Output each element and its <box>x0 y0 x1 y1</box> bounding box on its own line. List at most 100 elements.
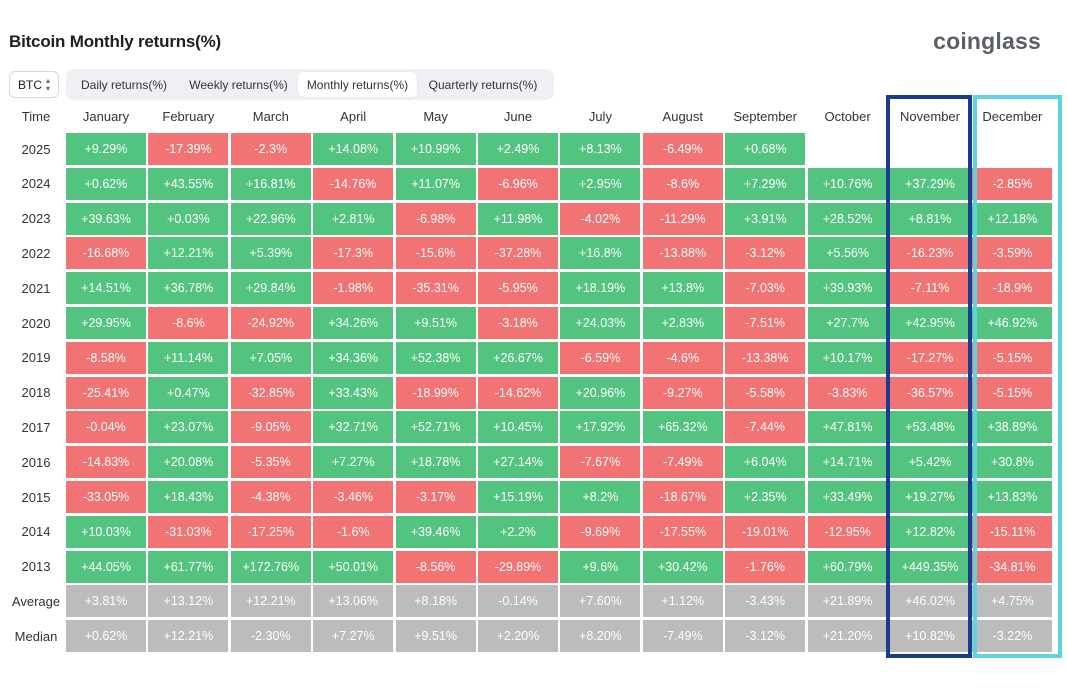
column-header-april: April <box>340 108 367 124</box>
return-cell-2024-may: +11.07% <box>395 167 476 200</box>
return-cell-2024-february: +43.55% <box>148 167 229 200</box>
return-cell-2022-august: -13.88% <box>642 237 723 270</box>
return-cell-2022-february: +12.21% <box>148 237 229 270</box>
return-cell-2025-august: -6.49% <box>642 133 723 165</box>
return-cell-2018-september: -5.58% <box>725 376 806 409</box>
return-cell-2024-november: +37.29% <box>890 167 970 200</box>
return-cell-average-may: +8.18% <box>395 585 476 618</box>
return-cell-2024-december: -2.85% <box>972 167 1053 200</box>
return-cell-2024-january: +0.62% <box>66 167 146 200</box>
row-label-2024: 2024 <box>21 176 51 192</box>
return-cell-2020-september: -7.51% <box>725 307 806 339</box>
return-cell-2021-january: +14.51% <box>66 272 146 305</box>
page-title: Bitcoin Monthly returns(%) <box>9 32 222 51</box>
return-cell-2013-september: -1.76% <box>725 550 806 583</box>
return-cell-average-october: +21.89% <box>807 585 888 618</box>
row-label-2023: 2023 <box>21 211 51 227</box>
column-header-march: March <box>252 108 289 124</box>
return-cell-2017-november: +53.48% <box>890 411 970 444</box>
return-cell-2020-january: +29.95% <box>66 307 146 339</box>
return-cell-2017-august: +65.32% <box>642 411 723 444</box>
return-cell-2022-july: +16.8% <box>560 237 641 270</box>
return-cell-2016-september: +6.04% <box>725 446 806 479</box>
row-label-2018: 2018 <box>21 385 51 401</box>
tab-daily-returns[interactable]: Daily returns(%) <box>80 77 167 92</box>
return-cell-2020-august: +2.83% <box>642 307 723 339</box>
return-cell-2025-may: +10.99% <box>395 133 476 165</box>
return-cell-2019-august: -4.6% <box>642 341 723 374</box>
return-cell-2014-january: +10.03% <box>66 515 146 548</box>
return-cell-2020-april: +34.26% <box>313 307 394 339</box>
row-label-2013: 2013 <box>21 559 51 575</box>
symbol-select[interactable]: BTC ▴ ▾ <box>9 71 59 98</box>
return-cell-2017-december: +38.89% <box>972 411 1053 444</box>
return-cell-2013-june: -29.89% <box>478 550 558 583</box>
return-cell-2024-march: +16.81% <box>230 167 311 200</box>
return-cell-2021-may: -35.31% <box>395 272 476 305</box>
return-cell-2015-september: +2.35% <box>725 481 806 513</box>
column-header-december: December <box>982 108 1043 124</box>
tab-quarterly-returns[interactable]: Quarterly returns(%) <box>428 77 538 92</box>
return-cell-median-february: +12.21% <box>148 620 229 653</box>
return-cell-2020-february: -8.6% <box>148 307 229 339</box>
return-cell-2014-september: -19.01% <box>725 515 806 548</box>
return-cell-2013-january: +44.05% <box>66 550 146 583</box>
time-column-header: Time <box>21 108 51 124</box>
return-cell-2013-december: -34.81% <box>972 550 1053 583</box>
return-cell-2022-october: +5.56% <box>807 237 888 270</box>
return-cell-2021-december: -18.9% <box>972 272 1053 305</box>
return-cell-2014-april: -1.6% <box>313 515 394 548</box>
return-cell-2017-february: +23.07% <box>148 411 229 444</box>
return-cell-2016-march: -5.35% <box>230 446 311 479</box>
return-cell-2024-july: +2.95% <box>560 167 641 200</box>
return-cell-2023-may: -6.98% <box>395 202 476 235</box>
return-cell-2013-november: +449.35% <box>890 550 970 583</box>
return-cell-2018-october: -3.83% <box>807 376 888 409</box>
return-cell-2017-october: +47.81% <box>807 411 888 444</box>
return-cell-2017-june: +10.45% <box>478 411 558 444</box>
return-cell-2023-december: +12.18% <box>972 202 1053 235</box>
return-cell-2018-august: -9.27% <box>642 376 723 409</box>
return-cell-2018-july: +20.96% <box>560 376 641 409</box>
return-cell-2022-january: -16.68% <box>66 237 146 270</box>
column-header-may: May <box>423 108 448 124</box>
return-cell-2015-march: -4.38% <box>230 481 311 513</box>
return-cell-average-january: +3.81% <box>66 585 146 618</box>
return-cell-2013-february: +61.77% <box>148 550 229 583</box>
return-cell-2019-february: +11.14% <box>148 341 229 374</box>
return-cell-2020-october: +27.7% <box>807 307 888 339</box>
return-cell-2017-september: -7.44% <box>725 411 806 444</box>
return-cell-2021-september: -7.03% <box>725 272 806 305</box>
row-label-2025: 2025 <box>21 141 51 157</box>
return-cell-2019-october: +10.17% <box>807 341 888 374</box>
return-cell-average-june: -0.14% <box>478 585 558 618</box>
return-cell-2020-may: +9.51% <box>395 307 476 339</box>
return-cell-2022-september: -3.12% <box>725 237 806 270</box>
return-cell-2025-june: +2.49% <box>478 133 558 165</box>
tab-weekly-returns[interactable]: Weekly returns(%) <box>189 77 288 92</box>
column-header-september: September <box>733 108 797 124</box>
coinglass-logo: coinglass <box>933 28 1041 54</box>
return-cell-2017-july: +17.92% <box>560 411 641 444</box>
chevron-updown-icon: ▴ ▾ <box>46 75 51 93</box>
return-cell-2013-may: -8.56% <box>395 550 476 583</box>
return-cell-2021-february: +36.78% <box>148 272 229 305</box>
return-cell-2025-april: +14.08% <box>313 133 394 165</box>
return-cell-2014-february: -31.03% <box>148 515 229 548</box>
returns-period-tabs: Daily returns(%) Weekly returns(%) Month… <box>66 69 554 100</box>
row-label-2016: 2016 <box>21 454 51 470</box>
return-cell-2022-december: -3.59% <box>972 237 1053 270</box>
return-cell-2022-june: -37.28% <box>478 237 558 270</box>
return-cell-2022-november: -16.23% <box>890 237 970 270</box>
tab-monthly-returns[interactable]: Monthly returns(%) <box>298 72 417 97</box>
return-cell-average-february: +13.12% <box>148 585 229 618</box>
return-cell-2024-august: -8.6% <box>642 167 723 200</box>
return-cell-2023-september: +3.91% <box>725 202 806 235</box>
return-cell-2021-june: -5.95% <box>478 272 558 305</box>
return-cell-2020-july: +24.03% <box>560 307 641 339</box>
return-cell-2016-july: -7.67% <box>560 446 641 479</box>
return-cell-median-october: +21.20% <box>807 620 888 653</box>
return-cell-2015-february: +18.43% <box>148 481 229 513</box>
return-cell-2021-november: -7.11% <box>890 272 970 305</box>
return-cell-median-april: +7.27% <box>313 620 394 653</box>
